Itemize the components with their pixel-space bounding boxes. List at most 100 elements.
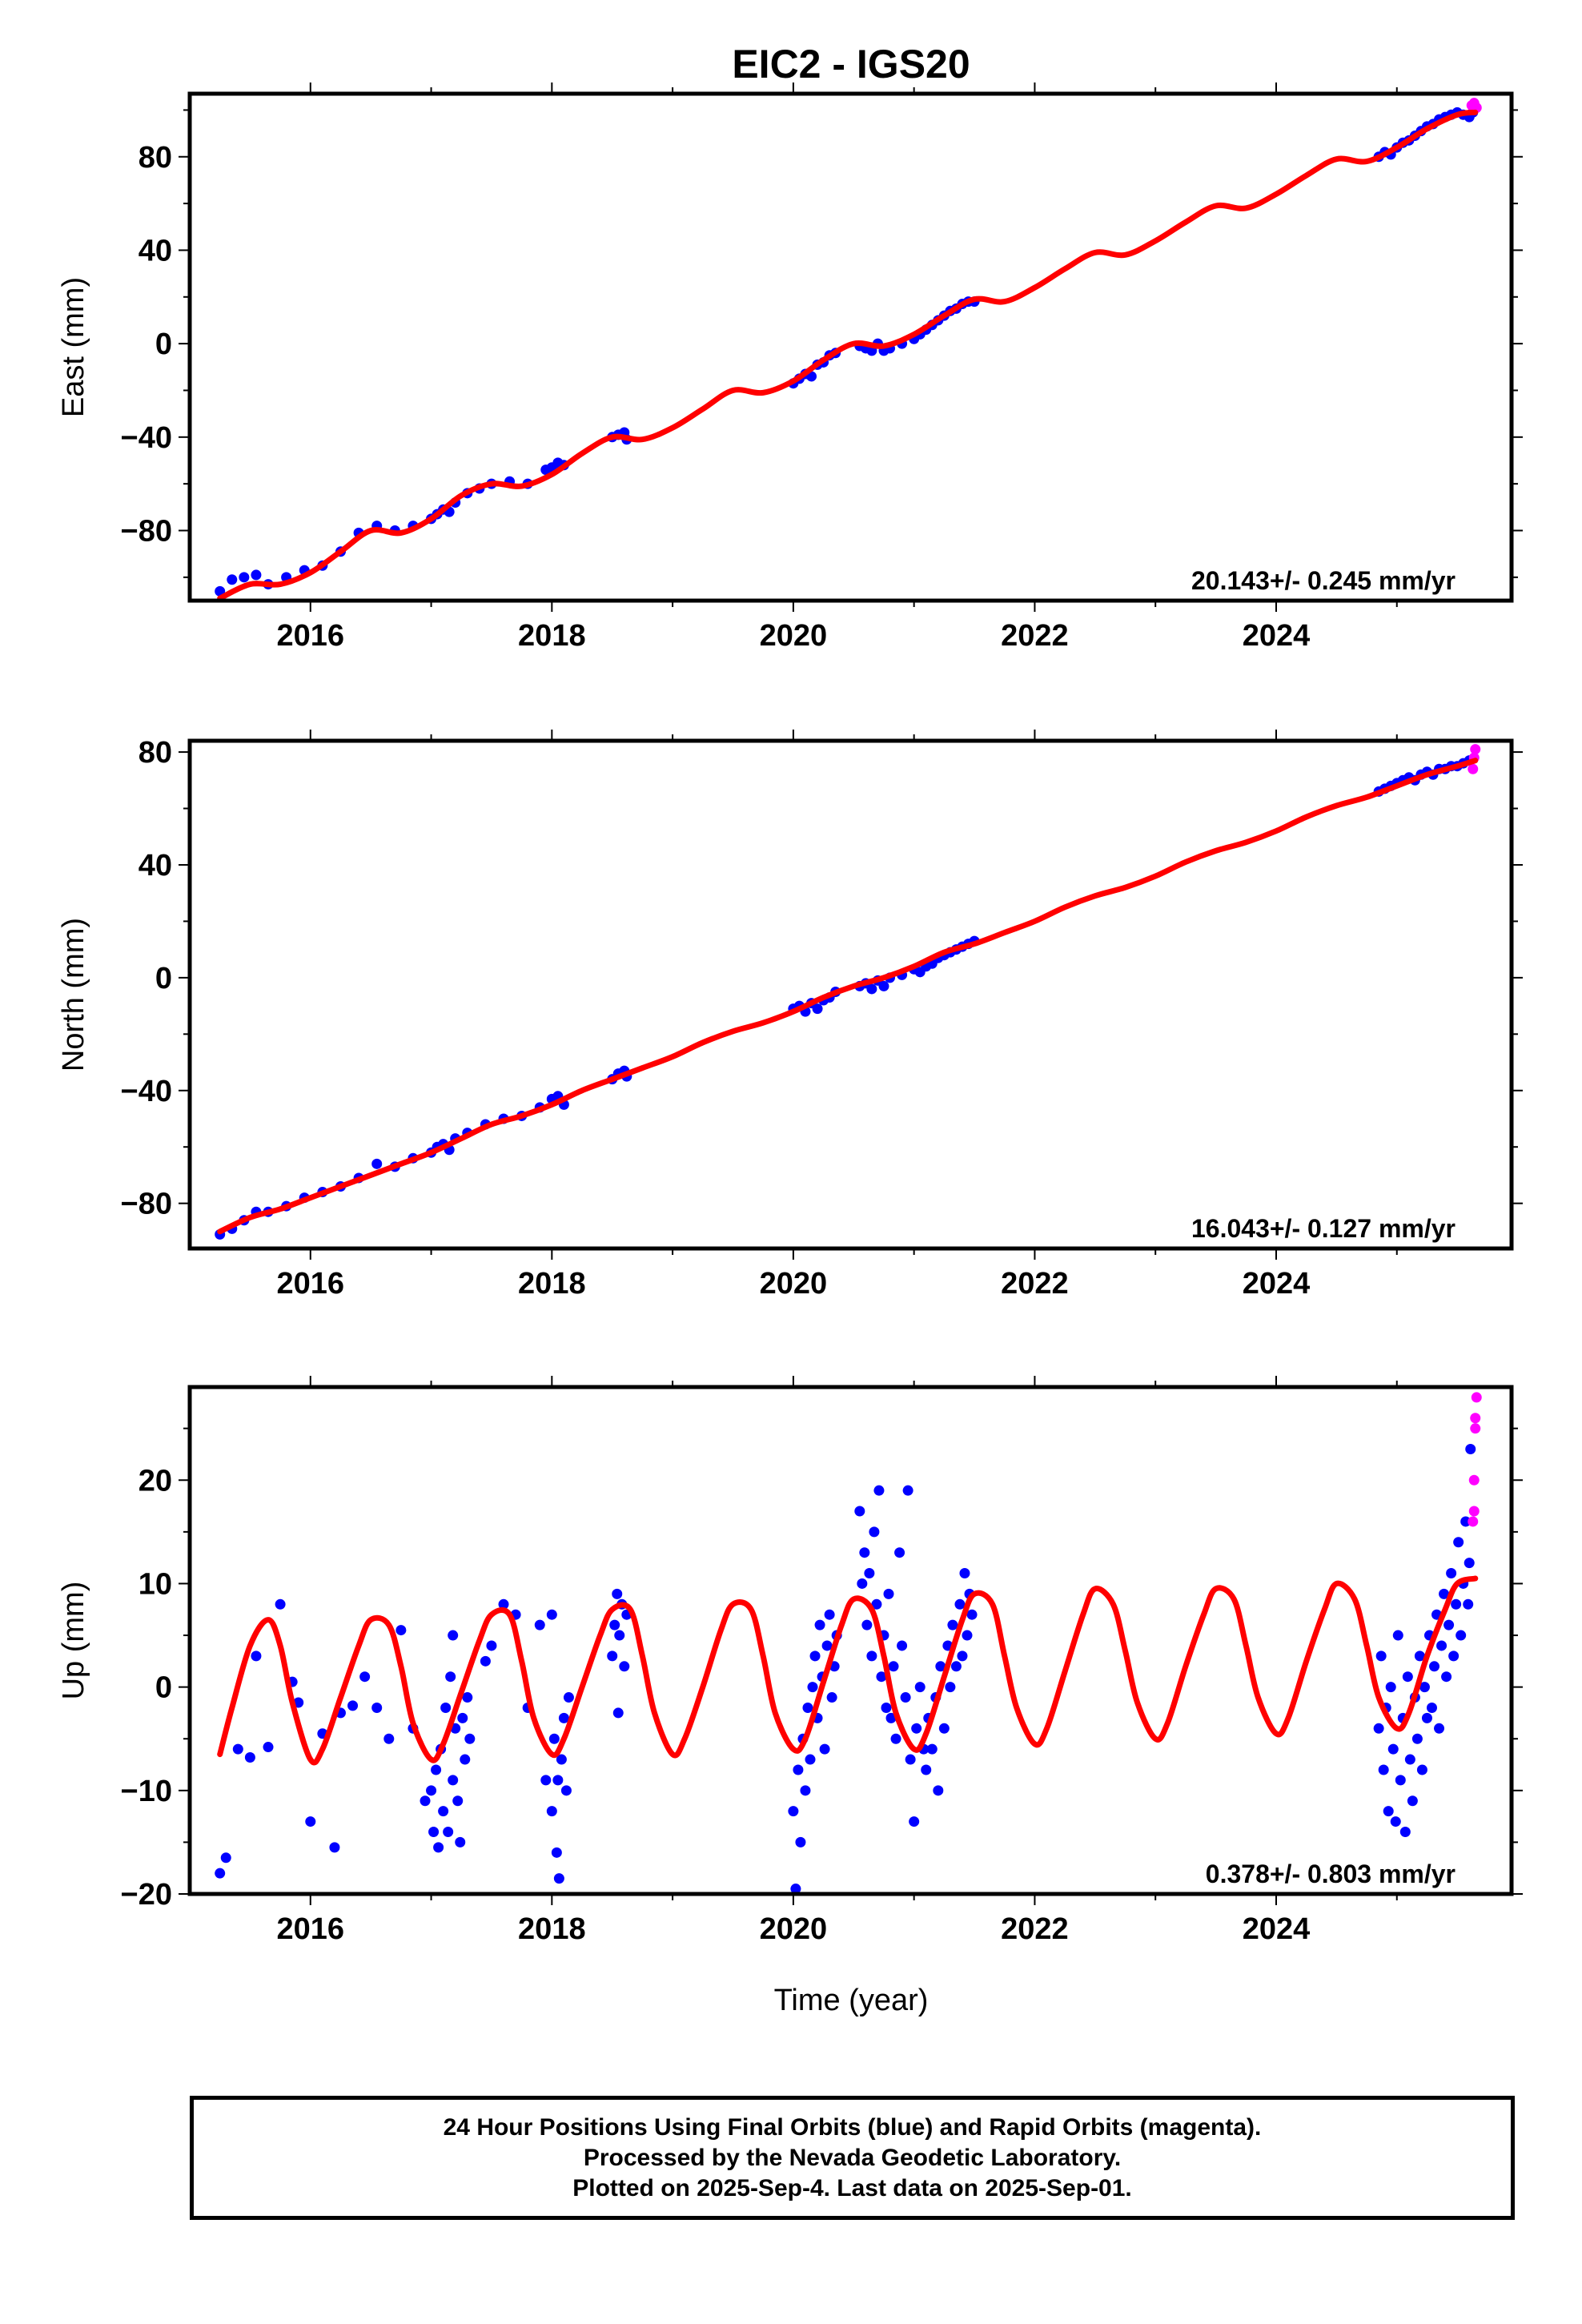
x-tick-label: 2022: [1001, 619, 1069, 653]
final-orbit-point: [359, 1671, 371, 1683]
final-orbit-point: [1395, 1775, 1406, 1786]
final-orbit-point: [552, 1775, 564, 1786]
final-orbit-point: [788, 1806, 799, 1817]
final-orbit-point: [457, 1712, 468, 1723]
final-orbit-point: [448, 1630, 459, 1641]
y-tick-label: −40: [121, 1075, 172, 1108]
final-orbit-point: [1390, 1816, 1401, 1827]
final-orbit-point: [900, 1692, 911, 1703]
y-tick-label: 0: [155, 328, 172, 361]
final-orbit-point: [959, 1568, 970, 1579]
x-tick-label: 2022: [1001, 1912, 1069, 1946]
final-orbit-point: [1416, 1764, 1427, 1775]
final-orbit-point: [612, 1588, 623, 1599]
final-orbit-point: [560, 1785, 572, 1796]
y-tick-label: 0: [155, 1671, 172, 1705]
final-orbit-point: [347, 1700, 359, 1711]
final-orbit-point: [866, 1651, 877, 1662]
y-axis-label: East (mm): [57, 277, 90, 417]
final-orbit-point: [1439, 1588, 1450, 1599]
final-orbit-point: [935, 1661, 946, 1672]
y-tick-label: 80: [139, 736, 172, 770]
rapid-orbit-point: [1468, 763, 1479, 774]
final-orbit-point: [1419, 1682, 1430, 1693]
final-orbit-point: [1460, 1516, 1472, 1527]
final-orbit-point: [1446, 1568, 1457, 1579]
final-orbit-point: [869, 1526, 880, 1538]
final-orbit-point: [443, 1826, 454, 1837]
y-tick-label: −80: [121, 1188, 172, 1221]
footer-line-3: Plotted on 2025-Sep-4. Last data on 2025…: [572, 2174, 1132, 2201]
final-orbit-point: [371, 1158, 383, 1169]
footer-line-1: 24 Hour Positions Using Final Orbits (bl…: [443, 2113, 1262, 2141]
x-tick-label: 2016: [277, 1267, 345, 1301]
final-orbit-point: [947, 1619, 958, 1630]
final-orbit-point: [933, 1785, 944, 1796]
x-tick-label: 2024: [1243, 1267, 1311, 1301]
final-orbit-point: [1456, 1630, 1467, 1641]
final-orbit-point: [619, 1661, 630, 1672]
final-orbit-point: [612, 1707, 624, 1719]
final-orbit-point: [329, 1842, 340, 1853]
final-orbit-point: [1385, 1682, 1396, 1693]
final-orbit-point: [464, 1733, 476, 1744]
final-orbit-point: [396, 1625, 407, 1636]
final-orbit-point: [558, 1712, 569, 1723]
final-orbit-point: [551, 1847, 562, 1858]
y-tick-label: 40: [139, 234, 172, 267]
final-orbit-point: [263, 1742, 274, 1753]
final-orbit-point: [857, 1578, 868, 1589]
final-orbit-point: [553, 1873, 564, 1884]
final-orbit-point: [1414, 1651, 1425, 1662]
plot-frame: [187, 91, 1514, 603]
final-orbit-point: [795, 1836, 806, 1848]
final-orbit-point: [1443, 1619, 1455, 1630]
model-curve: [217, 758, 1479, 1235]
rapid-orbit-point: [1471, 1392, 1482, 1403]
y-tick-label: −80: [121, 514, 172, 548]
final-orbit-point: [905, 1754, 916, 1765]
x-axis-label: Time (year): [774, 1984, 929, 2017]
x-tick-label: 2016: [277, 1912, 345, 1946]
x-tick-label: 2024: [1243, 1912, 1311, 1946]
final-orbit-point: [1404, 1754, 1415, 1765]
rate-label: 0.378+/- 0.803 mm/yr: [1206, 1860, 1456, 1888]
final-orbit-point: [807, 1682, 818, 1693]
model-curve: [217, 1575, 1479, 1766]
final-orbit-point: [244, 1751, 255, 1763]
final-orbit-point: [814, 1619, 825, 1630]
final-orbit-point: [962, 1630, 973, 1641]
rapid-orbit-point: [1470, 744, 1481, 755]
final-orbit-point: [1378, 1764, 1389, 1775]
final-orbit-point: [885, 1712, 897, 1723]
final-orbit-point: [1465, 1444, 1476, 1455]
final-orbit-point: [556, 1754, 567, 1765]
final-orbit-point: [802, 1702, 813, 1713]
final-orbit-point: [1464, 1558, 1475, 1569]
y-tick-label: 10: [139, 1567, 172, 1601]
final-orbit-point: [950, 1661, 962, 1672]
up-panel: 2016 2018 2020 2022 2024 −20 −10 0 10 20 Up (mm) 0.…: [57, 1376, 1523, 1946]
final-orbit-point: [251, 1651, 262, 1662]
final-orbit-point: [866, 983, 877, 995]
final-orbit-point: [431, 1764, 442, 1775]
y-axis-label: North (mm): [57, 918, 90, 1072]
final-orbit-point: [888, 1661, 899, 1672]
rapid-orbit-point: [1470, 1413, 1481, 1424]
final-orbit-point: [793, 1764, 804, 1775]
final-orbit-point: [227, 574, 238, 585]
final-orbit-point: [1407, 1795, 1418, 1807]
final-orbit-point: [800, 1785, 811, 1796]
final-orbit-point: [809, 1651, 821, 1662]
x-tick-label: 2022: [1001, 1267, 1069, 1301]
x-tick-label: 2016: [277, 619, 345, 653]
y-tick-label: −20: [121, 1878, 172, 1912]
rapid-orbit-point: [1470, 1423, 1481, 1434]
rapid-orbit-point: [1468, 1516, 1479, 1527]
final-orbit-point: [902, 1485, 913, 1496]
final-orbit-point: [563, 1692, 574, 1703]
final-orbit-point: [1441, 1671, 1452, 1683]
final-orbit-point: [1448, 1651, 1460, 1662]
final-orbit-point: [921, 1764, 932, 1775]
plot-frame: [187, 738, 1514, 1251]
